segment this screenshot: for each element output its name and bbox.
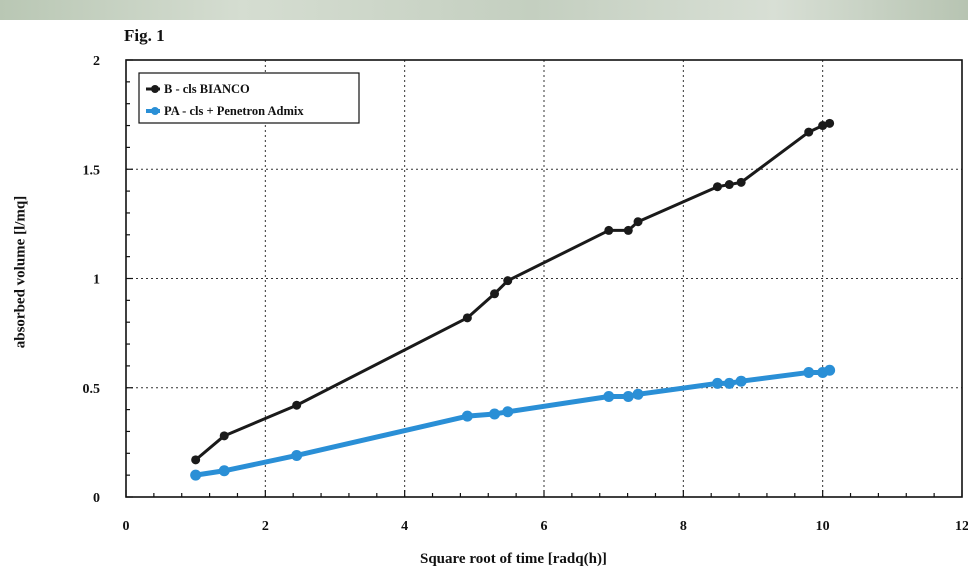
data-point [489, 408, 501, 420]
x-axis-title: Square root of time [radq(h)] [420, 551, 607, 567]
legend-swatch-marker [151, 85, 159, 93]
x-tick-label: 0 [123, 519, 130, 534]
data-point [632, 388, 644, 400]
legend-swatch-marker [151, 107, 159, 115]
figure-label: Fig. 1 [124, 26, 165, 45]
data-point [711, 377, 723, 389]
y-tick-label: 1.5 [83, 163, 101, 178]
series-line [195, 367, 831, 478]
series-1 [191, 118, 835, 465]
x-tick-label: 10 [816, 519, 830, 534]
chart-legend: B - cls BIANCO PA - cls + Penetron Admix [138, 72, 360, 124]
data-point [804, 127, 814, 137]
x-tick-label: 12 [955, 519, 968, 534]
y-tick-label: 0 [93, 491, 100, 506]
data-point [462, 313, 472, 323]
data-point [623, 225, 633, 235]
legend-label: B - cls BIANCO [164, 82, 250, 96]
data-point [191, 455, 201, 465]
data-point [622, 390, 634, 402]
x-tick-label: 8 [680, 519, 687, 534]
top-background-band [0, 0, 968, 20]
data-point [490, 289, 500, 299]
data-point [736, 177, 746, 187]
grid-lines [126, 60, 962, 497]
data-point [824, 364, 836, 376]
data-point [633, 217, 643, 227]
x-tick-label: 2 [262, 519, 269, 534]
x-tick-label: 6 [541, 519, 548, 534]
data-point [190, 469, 202, 481]
data-point [603, 390, 615, 402]
data-point [803, 366, 815, 378]
data-series [190, 118, 836, 481]
data-point [291, 449, 303, 461]
data-point [292, 400, 302, 410]
series-2 [190, 364, 836, 481]
data-point [723, 377, 735, 389]
data-point [219, 431, 229, 441]
data-point [712, 182, 722, 192]
data-point [218, 465, 230, 477]
data-point [818, 121, 828, 131]
axis-ticks: 0 2 4 6 8 10 12 0 0.5 1 1.5 2 [83, 54, 968, 534]
data-point [604, 225, 614, 235]
data-point [724, 180, 734, 190]
data-point [461, 410, 473, 422]
legend-box [138, 72, 360, 124]
x-tick-label: 4 [401, 519, 408, 534]
legend-label: PA - cls + Penetron Admix [164, 104, 304, 118]
y-tick-label: 1 [93, 273, 100, 288]
data-point [825, 118, 835, 128]
data-point [735, 375, 747, 387]
y-tick-label: 2 [93, 54, 100, 69]
data-point [503, 276, 513, 286]
data-point [502, 406, 514, 418]
y-tick-label: 0.5 [83, 382, 101, 397]
